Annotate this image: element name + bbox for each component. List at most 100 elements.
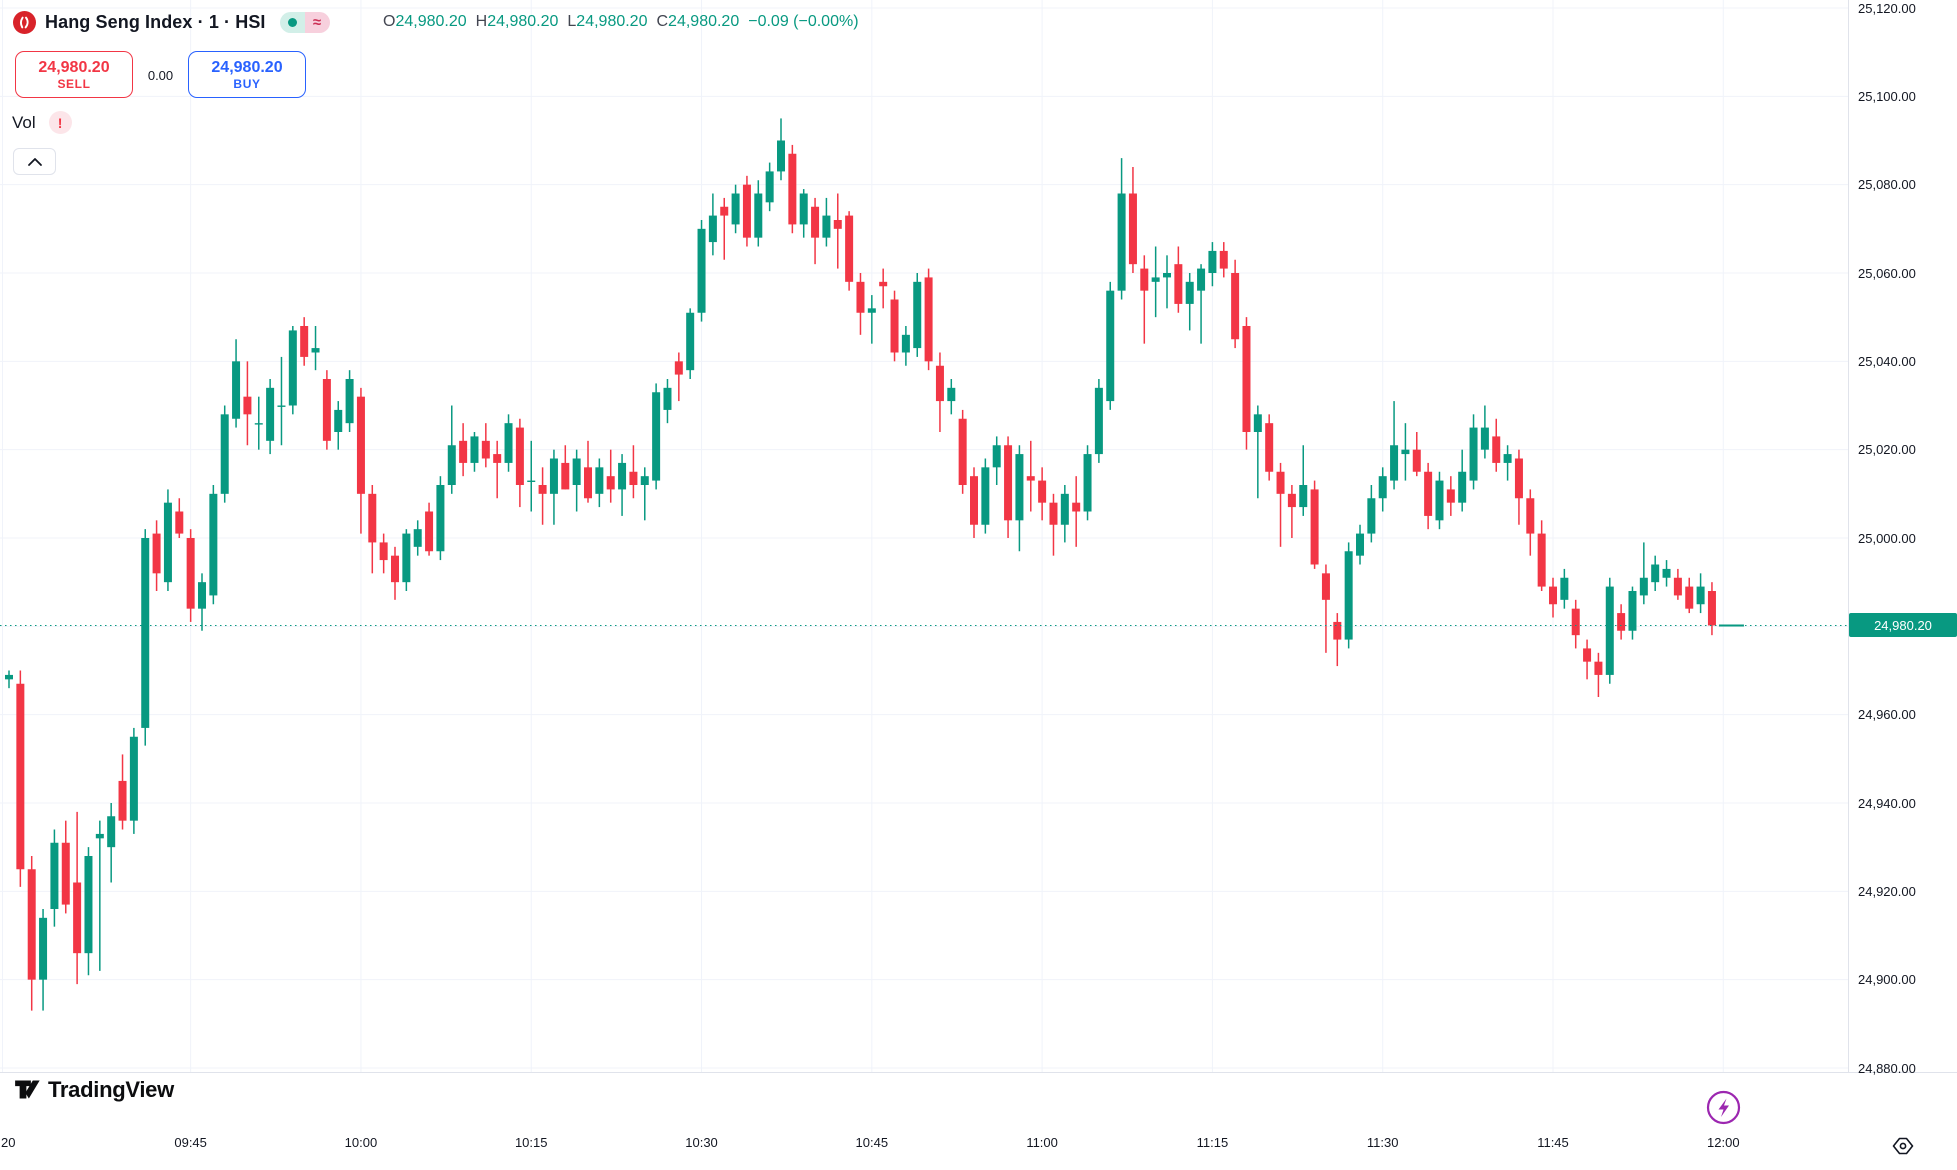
candle-body xyxy=(1140,268,1149,291)
candle-body xyxy=(1174,264,1183,304)
current-price-badge: 24,980.20 xyxy=(1849,613,1957,638)
candle-body xyxy=(879,281,888,287)
candle-body xyxy=(470,436,479,463)
candle-body xyxy=(1344,551,1353,640)
candle-body xyxy=(1276,471,1285,494)
price-tick-label: 24,920.00 xyxy=(1858,883,1916,899)
candle-body xyxy=(493,454,502,463)
candle-body xyxy=(61,842,70,905)
candle-body xyxy=(163,502,172,583)
candle-body xyxy=(322,379,331,441)
candle-body xyxy=(402,533,411,583)
candle-body xyxy=(504,423,513,463)
candle-body xyxy=(1435,480,1444,521)
time-tick-label: 10:00 xyxy=(344,1135,378,1150)
candle-body xyxy=(1503,454,1512,463)
candle-body xyxy=(992,445,1001,468)
candle-body xyxy=(833,220,842,229)
candle-body xyxy=(1253,414,1262,433)
candle-body xyxy=(1185,281,1194,304)
close-value: 24,980.20 xyxy=(668,13,740,30)
sell-button[interactable]: 24,980.20 SELL xyxy=(15,51,133,98)
change-value: −0.09 (−0.00%) xyxy=(748,13,859,30)
candle-body xyxy=(118,780,127,821)
candle-body xyxy=(720,206,729,216)
candle-body xyxy=(334,409,343,433)
candle-body xyxy=(754,193,763,238)
candle-body xyxy=(1117,193,1126,291)
collapse-legend-button[interactable] xyxy=(13,148,56,175)
candle-body xyxy=(1605,586,1614,675)
ohlc-readout: O24,980.20 H24,980.20 L24,980.20 C24,980… xyxy=(383,13,859,31)
instant-order-button[interactable] xyxy=(1706,1090,1741,1125)
candle-body xyxy=(1049,502,1058,525)
candle-body xyxy=(1094,387,1103,455)
candle-body xyxy=(1458,471,1467,503)
candle-body xyxy=(1514,458,1523,499)
low-label: L xyxy=(567,13,577,30)
candle-body xyxy=(890,299,899,353)
sell-price: 24,980.20 xyxy=(38,59,110,76)
market-status-pills[interactable]: ≈ xyxy=(279,11,330,33)
candle-body xyxy=(788,153,797,225)
candle-body xyxy=(39,917,48,980)
candle-body xyxy=(1356,533,1365,556)
candle-body xyxy=(572,458,581,486)
time-tick-label: 11:45 xyxy=(1537,1135,1569,1150)
price-tick-label: 24,940.00 xyxy=(1858,795,1916,811)
candle-body xyxy=(1685,586,1694,609)
candle-body xyxy=(924,277,933,362)
candle-body xyxy=(1480,427,1489,450)
time-tick-label: 11:00 xyxy=(1026,1135,1058,1150)
candle-body xyxy=(1231,273,1240,340)
tradingview-mark-icon xyxy=(15,1080,40,1099)
symbol-title[interactable]: Hang Seng Index · 1 · HSI xyxy=(45,11,266,32)
candle-body xyxy=(652,392,661,481)
candle-body xyxy=(1639,577,1648,596)
candle-body xyxy=(232,361,241,419)
price-tick-label: 25,080.00 xyxy=(1858,177,1916,193)
candle-body xyxy=(459,440,468,463)
price-tick-label: 25,040.00 xyxy=(1858,353,1916,369)
candle-body xyxy=(300,326,309,357)
gridlines xyxy=(0,0,1848,1072)
candle-body xyxy=(742,184,751,238)
candle-body xyxy=(186,538,195,609)
price-tick-label: 25,120.00 xyxy=(1858,0,1916,16)
candle-body xyxy=(1197,268,1206,291)
candle-body xyxy=(1367,498,1376,534)
hang-seng-logo-icon xyxy=(13,10,36,34)
candle-body xyxy=(708,215,717,243)
time-tick-label: 11:30 xyxy=(1366,1135,1399,1150)
buy-button[interactable]: 24,980.20 BUY xyxy=(188,51,306,98)
time-tick-label: 10:30 xyxy=(685,1135,718,1150)
candle-body xyxy=(1321,573,1330,600)
volume-warning-icon[interactable]: ! xyxy=(48,111,72,134)
candle-body xyxy=(5,674,13,680)
symbol-legend[interactable]: Hang Seng Index · 1 · HSI ≈ xyxy=(13,9,330,35)
price-tick-label: 25,060.00 xyxy=(1858,265,1916,281)
volume-legend[interactable]: Vol ! xyxy=(12,111,72,134)
tradingview-logo[interactable]: TradingView xyxy=(14,1076,174,1103)
time-tick-label: 10:15 xyxy=(514,1135,548,1150)
candle-body xyxy=(73,882,82,954)
candle-body xyxy=(674,361,683,375)
candle-body xyxy=(1424,471,1433,516)
time-tick-label: 09:45 xyxy=(174,1135,207,1150)
candle-body xyxy=(1549,586,1558,605)
candle-body xyxy=(107,816,116,848)
price-tick-label: 24,960.00 xyxy=(1858,707,1916,723)
buy-price: 24,980.20 xyxy=(211,59,283,76)
close-label: C xyxy=(656,13,669,30)
candle-body xyxy=(618,462,627,490)
high-value: 24,980.20 xyxy=(487,13,559,30)
chart-settings-button[interactable] xyxy=(1891,1134,1915,1158)
candle-body xyxy=(1537,533,1546,587)
candle-body xyxy=(640,476,649,486)
candle-body xyxy=(277,405,286,407)
candle-body xyxy=(1673,577,1682,596)
candle-body xyxy=(345,379,354,424)
candle-body xyxy=(799,193,808,225)
candle-body xyxy=(1151,277,1160,282)
